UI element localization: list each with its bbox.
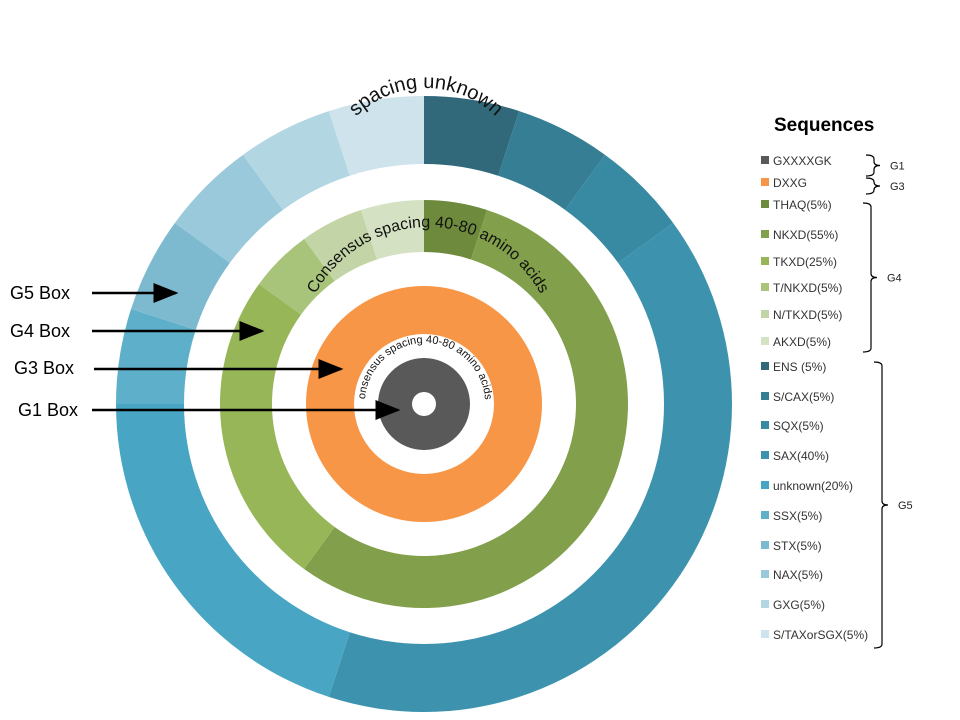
legend-group-label: G3 xyxy=(890,181,905,193)
legend-swatch xyxy=(761,337,769,345)
legend: Sequences GXXXXGK DXXG THAQ(5%) NKXD(55%) TK… xyxy=(761,115,913,649)
legend-group-label: G1 xyxy=(890,161,905,173)
legend-swatch xyxy=(761,421,769,429)
box-labels: G5 Box G4 Box G3 Box G1 Box xyxy=(10,283,78,420)
legend-entry: TKXD(25%) xyxy=(773,255,837,269)
legend-entry: T/NKXD(5%) xyxy=(773,281,842,295)
legend-entry: SQX(5%) xyxy=(773,419,824,433)
legend-swatch xyxy=(761,481,769,489)
ring-segment-g5-box-2 xyxy=(565,154,674,263)
ring-segment-g4-box-3 xyxy=(258,238,335,315)
legend-entry: GXXXXGK xyxy=(773,154,832,168)
ring-segment-g3-box-0 xyxy=(306,286,542,522)
legend-group-label: G5 xyxy=(898,500,913,512)
legend-bracket xyxy=(865,177,881,195)
legend-entry: AKXD(5%) xyxy=(773,335,831,349)
box-label-g4: G4 Box xyxy=(10,321,70,341)
ring-segment-g5-box-8 xyxy=(242,111,350,210)
legend-entry: SSX(5%) xyxy=(773,509,822,523)
legend-entry: S/CAX(5%) xyxy=(773,390,834,404)
legend-swatch xyxy=(761,257,769,265)
legend-swatch xyxy=(761,511,769,519)
legend-bracket xyxy=(873,361,889,649)
legend-swatch xyxy=(761,630,769,638)
legend-bracket xyxy=(862,202,878,353)
ring-segment-g5-box-7 xyxy=(174,154,283,263)
legend-swatch xyxy=(761,600,769,608)
box-label-g3: G3 Box xyxy=(14,358,74,378)
legend-swatch xyxy=(761,570,769,578)
rings xyxy=(116,96,732,713)
legend-entry: NAX(5%) xyxy=(773,568,823,582)
legend-items: GXXXXGK DXXG THAQ(5%) NKXD(55%) TKXD(25%) T/N… xyxy=(761,154,868,642)
legend-swatch xyxy=(761,178,769,186)
legend-swatch xyxy=(761,392,769,400)
legend-entry: DXXG xyxy=(773,176,807,190)
legend-title: Sequences xyxy=(774,115,874,136)
ring-segment-g5-box-9 xyxy=(328,96,424,176)
legend-entry: NKXD(55%) xyxy=(773,228,838,242)
legend-entry: SAX(40%) xyxy=(773,449,829,463)
arrows xyxy=(92,283,401,420)
ring-segment-g4-box-0 xyxy=(424,200,488,260)
ring-segment-g5-box-6 xyxy=(131,222,230,330)
legend-entry: ENS (5%) xyxy=(773,360,826,374)
legend-group-label: G4 xyxy=(887,273,902,285)
legend-entry: STX(5%) xyxy=(773,539,822,553)
legend-swatch xyxy=(761,230,769,238)
legend-swatch xyxy=(761,451,769,459)
legend-entry: N/TKXD(5%) xyxy=(773,308,842,322)
legend-swatch xyxy=(761,310,769,318)
ring-segment-g5-box-4 xyxy=(116,404,350,697)
box-label-g5: G5 Box xyxy=(10,283,70,303)
legend-swatch xyxy=(761,200,769,208)
legend-brackets: G1 G3 G4 G5 xyxy=(862,154,913,649)
legend-entry: S/TAXorSGX(5%) xyxy=(773,628,868,642)
ring-segment-g5-box-1 xyxy=(498,111,606,210)
ring-segment-g1-box-0 xyxy=(378,358,470,450)
legend-entry: unknown(20%) xyxy=(773,479,853,493)
legend-swatch xyxy=(761,283,769,291)
ring-segment-g4-box-2 xyxy=(220,284,335,570)
ring-segment-g5-box-5 xyxy=(116,308,196,404)
box-label-g1: G1 Box xyxy=(18,400,78,420)
legend-entry: THAQ(5%) xyxy=(773,198,832,212)
ring-segment-g5-box-0 xyxy=(424,96,520,176)
legend-swatch xyxy=(761,541,769,549)
ring-segment-g4-box-4 xyxy=(304,209,378,282)
legend-swatch xyxy=(761,362,769,370)
legend-entry: GXG(5%) xyxy=(773,598,825,612)
ring-segment-g4-box-1 xyxy=(304,209,628,608)
ring-segment-g5-box-3 xyxy=(328,222,732,713)
ring-segment-g4-box-5 xyxy=(360,200,424,260)
legend-swatch xyxy=(761,156,769,164)
legend-bracket xyxy=(865,154,881,177)
